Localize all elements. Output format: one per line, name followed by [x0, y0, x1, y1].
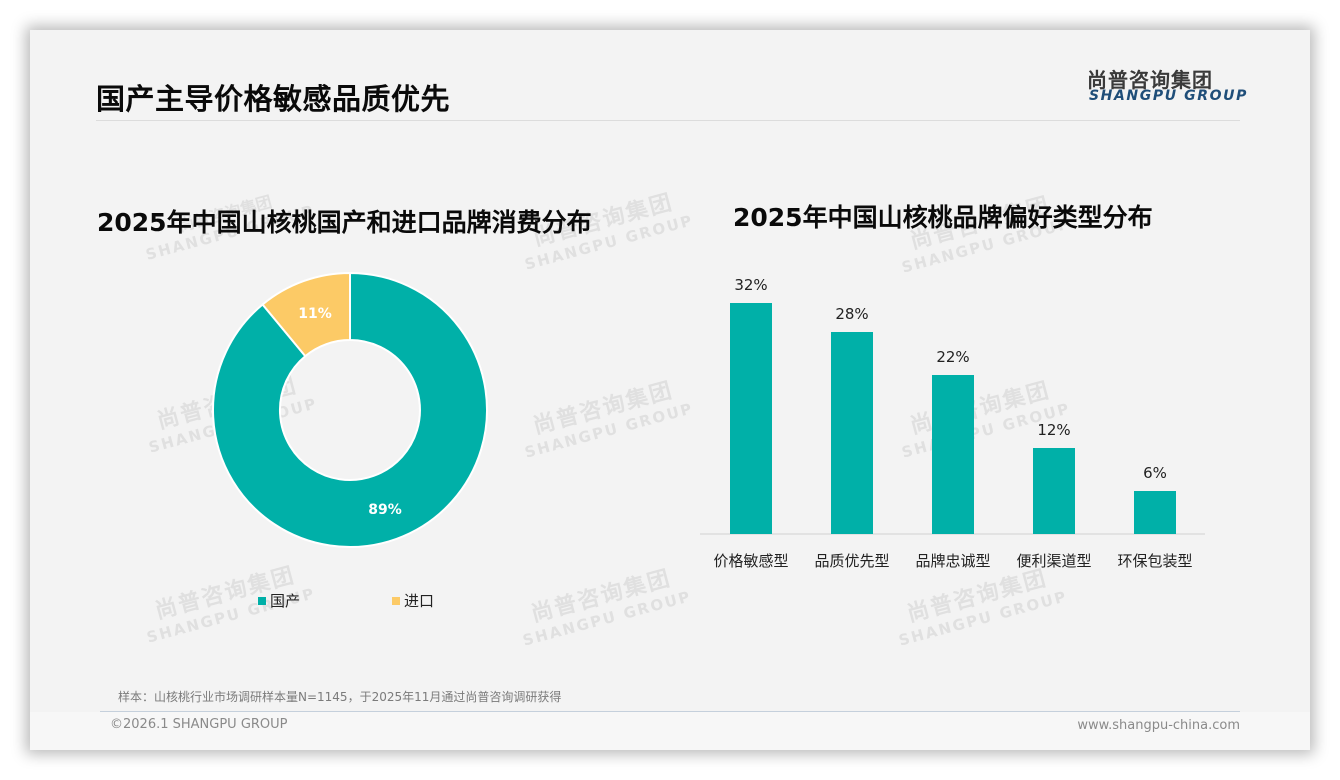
bar-brand-loyal[interactable] [932, 375, 974, 534]
page-title: 国产主导价格敏感品质优先 [96, 82, 451, 116]
bar-quality-first[interactable] [831, 332, 873, 534]
donut-chart-title: 2025年中国山核桃国产和进口品牌消费分布 [97, 208, 592, 237]
website-link[interactable]: www.shangpu-china.com [1077, 718, 1240, 733]
bar-convenience-channel[interactable] [1033, 448, 1075, 534]
bar-value-label: 22% [936, 348, 969, 366]
legend-item-import[interactable]: 进口 [392, 590, 434, 611]
legend-label: 进口 [404, 592, 435, 610]
donut-chart: 11% 89% [212, 271, 488, 548]
bar-value-label: 32% [734, 276, 767, 294]
bar-value-label: 12% [1037, 421, 1070, 439]
header-divider [96, 120, 1240, 121]
logo-text-en: SHANGPU GROUP [1089, 88, 1248, 104]
slide: 尚普咨询集团 SHANGPU GROUP 尚普咨询集团 SHANGPU GROUP … [30, 30, 1310, 750]
x-tick-label: 便利渠道型 [1016, 552, 1091, 570]
donut-label-domestic: 89% [368, 502, 402, 518]
donut-label-import: 11% [298, 306, 332, 322]
bar-value-label: 28% [835, 305, 868, 323]
bar-eco-packaging[interactable] [1134, 491, 1176, 534]
donut-slice-domestic[interactable] [212, 271, 488, 548]
legend-item-domestic[interactable]: 国产 [258, 590, 300, 611]
x-tick-label: 品牌忠诚型 [915, 552, 990, 570]
legend-label: 国产 [270, 592, 301, 610]
legend-swatch-yellow [392, 596, 400, 605]
copyright-text: ©2026.1 SHANGPU GROUP [110, 717, 288, 732]
sample-note: 样本：山核桃行业市场调研样本量N=1145，于2025年11月通过尚普咨询调研获… [118, 690, 562, 704]
footer-divider [100, 711, 1240, 712]
bar-value-label: 6% [1143, 464, 1167, 482]
legend-swatch-teal [258, 596, 266, 605]
bar-chart-title: 2025年中国山核桃品牌偏好类型分布 [733, 203, 1153, 232]
logo-text-cn: 尚普咨询集团 [1087, 68, 1213, 92]
x-tick-label: 品质优先型 [814, 552, 889, 570]
donut-slice-import[interactable] [261, 271, 351, 358]
x-tick-label: 环保包装型 [1117, 552, 1192, 570]
footer-band [30, 712, 1310, 750]
bar-chart: 32% 28% 22% 12% 6% 价格敏感型 品质优先型 品牌忠诚型 便利渠… [700, 276, 1205, 570]
x-tick-label: 价格敏感型 [713, 552, 788, 570]
charts-canvas: 11% 89% 32% 28% 22% 12% 6% 价格敏感型 品质优先型 品… [212, 271, 1205, 570]
bar-price-sensitive[interactable] [730, 303, 772, 534]
